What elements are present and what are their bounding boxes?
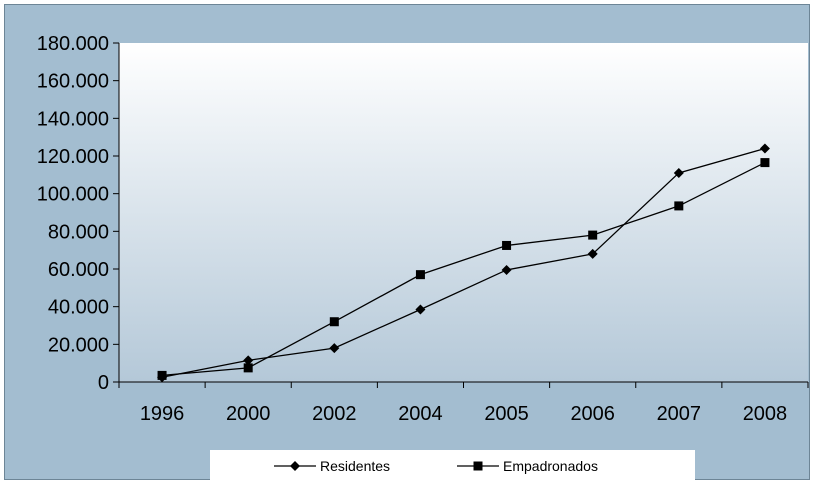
y-tick-label: 140.000 [37,108,109,130]
data-point-residentes [759,143,770,154]
data-point-residentes [415,304,426,315]
y-tick-label: 60.000 [48,259,109,281]
x-tick-label: 2000 [226,403,271,425]
data-point-empadronados [674,201,684,211]
data-point-residentes [501,264,512,275]
data-point-residentes [587,248,598,259]
data-point-empadronados [157,370,167,380]
y-tick-label: 20.000 [48,334,109,356]
legend-marker-empadronados [473,461,483,471]
data-point-empadronados [243,363,253,373]
plot-area [119,43,808,382]
x-tick-label: 2002 [312,403,357,425]
data-point-empadronados [415,270,425,280]
y-tick-label: 80.000 [48,221,109,243]
y-tick-label: 120.000 [37,146,109,168]
data-point-residentes [243,355,254,366]
series-line-residentes [161,147,766,378]
y-tick-label: 180.000 [37,33,109,55]
data-point-empadronados [329,317,339,327]
x-tick-label: 2006 [570,403,615,425]
x-tick-label: 2004 [398,403,443,425]
legend-marker-residentes [290,461,300,471]
legend-label-empadronados: Empadronados [503,458,598,474]
x-tick-label: 1996 [140,403,185,425]
legend-box [210,450,695,480]
data-point-empadronados [760,158,770,168]
x-tick-label: 2005 [484,403,529,425]
x-tick-label: 2007 [657,403,702,425]
data-point-residentes [673,167,684,178]
series-line-empadronados [162,162,766,377]
data-point-empadronados [588,230,598,240]
data-point-residentes [329,343,340,354]
x-tick-label: 2008 [743,403,788,425]
y-tick-label: 100.000 [37,184,109,206]
legend-label-residentes: Residentes [320,458,390,474]
data-point-empadronados [502,240,512,250]
y-tick-label: 40.000 [48,297,109,319]
y-tick-label: 160.000 [37,71,109,93]
y-tick-label: 0 [98,372,109,394]
